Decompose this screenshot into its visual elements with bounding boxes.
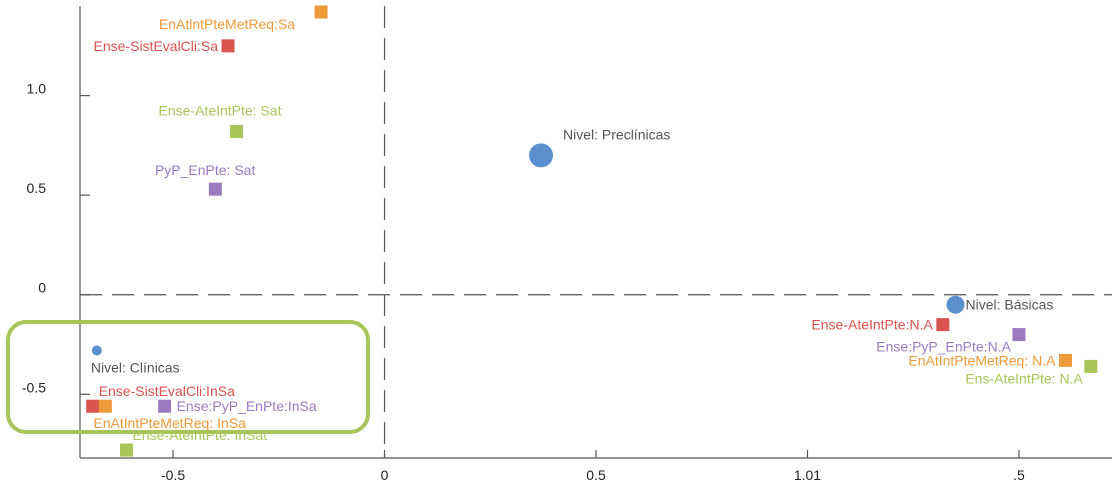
point-marker xyxy=(1058,353,1072,367)
point-label: Nivel: Preclínicas xyxy=(563,126,670,142)
point-marker xyxy=(221,39,235,53)
point-label: Ens-AteIntPte: N.A xyxy=(965,370,1083,386)
y-tick-label: 1.0 xyxy=(27,81,47,97)
point-marker xyxy=(946,295,965,314)
x-tick-label: -0.5 xyxy=(161,467,185,483)
point-marker xyxy=(86,399,100,413)
chart-axes: 1.0 0.5 0 -0.5 -0.5 0 0.5 1.01 .5 xyxy=(22,6,1112,483)
highlight-region xyxy=(6,320,370,434)
point-label: EnAtIntPteMetReq: N.A xyxy=(908,352,1056,368)
chart-labels: Nivel: Preclínicas Nivel: Básicas Nivel: C… xyxy=(91,16,1084,443)
point-marker xyxy=(1084,359,1098,373)
point-marker xyxy=(314,5,328,19)
x-tick-label: 0.5 xyxy=(586,467,606,483)
point-marker xyxy=(1012,328,1026,342)
point-label: Ense-AteIntPte: Sat xyxy=(159,102,282,118)
point-marker xyxy=(936,318,950,332)
y-tick-label: 0.5 xyxy=(27,180,47,196)
point-label: Ense-SistEvalCli:Sa xyxy=(94,38,219,54)
y-tick-label: 0 xyxy=(38,280,46,296)
y-tick-label: -0.5 xyxy=(22,379,46,395)
point-label: PyP_EnPte: Sat xyxy=(155,162,256,178)
x-tick-label: .5 xyxy=(1013,467,1025,483)
point-label: EnAtlntPteMetReq:Sa xyxy=(159,16,295,32)
x-tick-label: 1.01 xyxy=(794,467,821,483)
x-tick-label: 0 xyxy=(381,467,389,483)
point-label: Nivel: Clínicas xyxy=(91,359,180,375)
point-label: Nivel: Básicas xyxy=(966,297,1054,313)
point-marker xyxy=(158,399,172,413)
point-label: Ense-AteIntPte: InSat xyxy=(133,427,268,443)
clinicas-highlight-box xyxy=(6,320,370,434)
point-label: Ense-AteIntPte:N.A xyxy=(811,317,933,333)
point-label: EnAtIntPteMetReq: InSa xyxy=(93,415,246,431)
point-label: Ense-SistEvalCli:InSa xyxy=(99,383,235,399)
point-marker xyxy=(229,124,243,138)
chart-marks xyxy=(86,5,1098,457)
point-marker xyxy=(120,443,134,457)
point-label: Ense:PyP_EnPte:InSa xyxy=(177,398,317,414)
point-marker xyxy=(529,143,554,168)
point-marker xyxy=(91,345,102,356)
point-label: Ense:PyP_EnPte:N.A xyxy=(876,339,1011,355)
point-marker xyxy=(98,399,112,413)
point-marker xyxy=(208,182,222,196)
